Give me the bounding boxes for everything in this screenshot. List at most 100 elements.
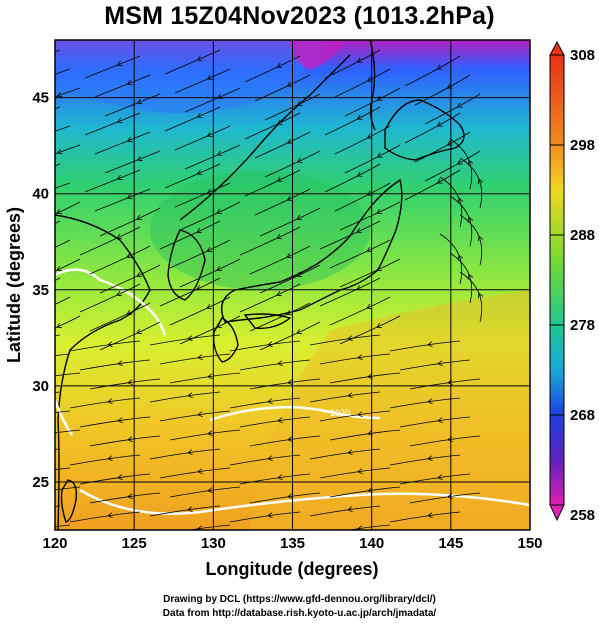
streamline-arrow: [277, 474, 283, 481]
wind-streamlines: [28, 49, 484, 531]
streamline-arrow: [296, 157, 303, 163]
streamline-arrow: [456, 102, 463, 108]
streamline-arrow: [276, 62, 283, 68]
streamline-arrow: [287, 379, 293, 386]
streamline: [55, 296, 71, 305]
streamline-arrow: [47, 304, 52, 309]
x-axis-title: Longitude (degrees): [205, 559, 378, 579]
streamline-arrow: [136, 98, 143, 105]
streamline-arrow: [347, 506, 353, 513]
y-axis-title: Latitude (degrees): [4, 207, 24, 363]
streamline-arrow: [126, 136, 133, 143]
streamline: [55, 505, 61, 507]
streamline-arrow: [126, 193, 133, 200]
streamline-arrow: [267, 512, 273, 519]
streamline-arrow: [136, 214, 143, 221]
y-tick-label: 25: [32, 474, 49, 491]
streamline-arrow: [437, 417, 443, 424]
streamline-arrow: [267, 341, 273, 348]
streamline-arrow: [477, 178, 484, 185]
streamline: [55, 277, 61, 281]
streamline-arrow: [437, 360, 443, 367]
streamline: [55, 467, 71, 470]
x-tick-label: 145: [438, 535, 463, 552]
streamline-arrow: [197, 354, 203, 361]
streamline-arrow: [126, 309, 133, 316]
x-tick-label: 150: [517, 535, 542, 552]
streamline-arrow: [38, 168, 43, 173]
streamline-arrow: [356, 114, 363, 120]
streamline-arrow: [28, 507, 33, 512]
contour-label-1020: 1020: [330, 408, 350, 418]
x-tick-label: 135: [280, 535, 305, 552]
map-title: MSM 15Z04Nov2023 (1013.2hPa): [104, 2, 495, 30]
streamline-arrow: [357, 525, 363, 530]
streamline-arrow: [206, 246, 213, 253]
streamline-arrow: [356, 227, 363, 234]
x-axis-ticks: 120 125 130 135 140 145 150: [42, 535, 542, 552]
streamline-arrow: [107, 398, 113, 405]
streamline-arrow: [196, 169, 203, 176]
streamline-arrow: [276, 290, 283, 297]
streamline-arrow: [357, 468, 363, 475]
streamline-arrow: [187, 335, 193, 342]
streamline-arrow: [296, 271, 303, 278]
credit-data: Data from http://database.rish.kyoto-u.a…: [162, 608, 437, 619]
x-tick-label: 125: [122, 535, 147, 552]
streamline-arrow: [116, 174, 123, 181]
streamline-arrow: [357, 411, 363, 418]
colorbar-tick-label: 278: [570, 317, 595, 334]
streamline: [55, 448, 61, 450]
streamline: [55, 353, 71, 356]
streamline-arrow: [216, 265, 223, 272]
streamline-arrow: [436, 64, 443, 70]
x-tick-label: 140: [359, 535, 384, 552]
streamline-arrow: [216, 208, 223, 215]
streamline-arrow: [286, 309, 293, 316]
streamline-arrow: [287, 436, 293, 443]
streamline-arrow: [196, 55, 203, 62]
x-tick-label: 130: [201, 535, 226, 552]
y-axis-ticks: 25 30 35 40 45: [32, 90, 49, 491]
streamline-arrow: [457, 254, 464, 261]
streamline-arrow: [276, 176, 283, 182]
streamline-arrow: [287, 493, 293, 500]
streamline-arrow: [467, 273, 474, 280]
streamline-arrow: [47, 247, 52, 252]
colorbar-scale: [549, 54, 565, 506]
colorbar-tick-label: 268: [570, 407, 595, 424]
streamline-arrow: [267, 455, 273, 462]
y-tick-label: 40: [32, 186, 49, 203]
streamline-arrow: [56, 91, 63, 98]
streamline-arrow: [38, 54, 43, 59]
streamline-arrow: [107, 341, 113, 348]
streamline-arrow: [48, 73, 53, 78]
streamline-arrow: [116, 290, 123, 297]
streamline-arrow: [48, 130, 53, 135]
streamline-arrow: [196, 112, 203, 119]
streamline: [55, 410, 71, 413]
streamline: [55, 106, 61, 110]
colorbar: 308 298 288 278 268 258: [549, 40, 595, 524]
streamline-arrow: [376, 152, 383, 158]
streamline-arrow: [367, 373, 373, 380]
streamline-arrow: [116, 117, 123, 124]
streamline-arrow: [427, 341, 433, 348]
streamline-arrow: [356, 171, 363, 177]
y-tick-label: 30: [32, 378, 49, 395]
streamline-arrow: [136, 271, 143, 278]
streamline-arrow: [367, 430, 373, 437]
y-tick-label: 45: [32, 90, 49, 107]
streamline: [55, 49, 61, 53]
streamline-arrow: [207, 373, 213, 380]
streamline-arrow: [56, 265, 63, 272]
streamline-arrow: [206, 74, 213, 81]
streamline-arrow: [456, 159, 463, 165]
streamline-arrow: [28, 450, 33, 455]
streamline-arrow: [286, 252, 293, 259]
streamline-arrow: [467, 216, 474, 223]
streamline-arrow: [276, 233, 283, 240]
streamline-arrow: [38, 526, 43, 531]
streamline-arrow: [296, 214, 303, 221]
streamline-arrow: [187, 506, 193, 513]
